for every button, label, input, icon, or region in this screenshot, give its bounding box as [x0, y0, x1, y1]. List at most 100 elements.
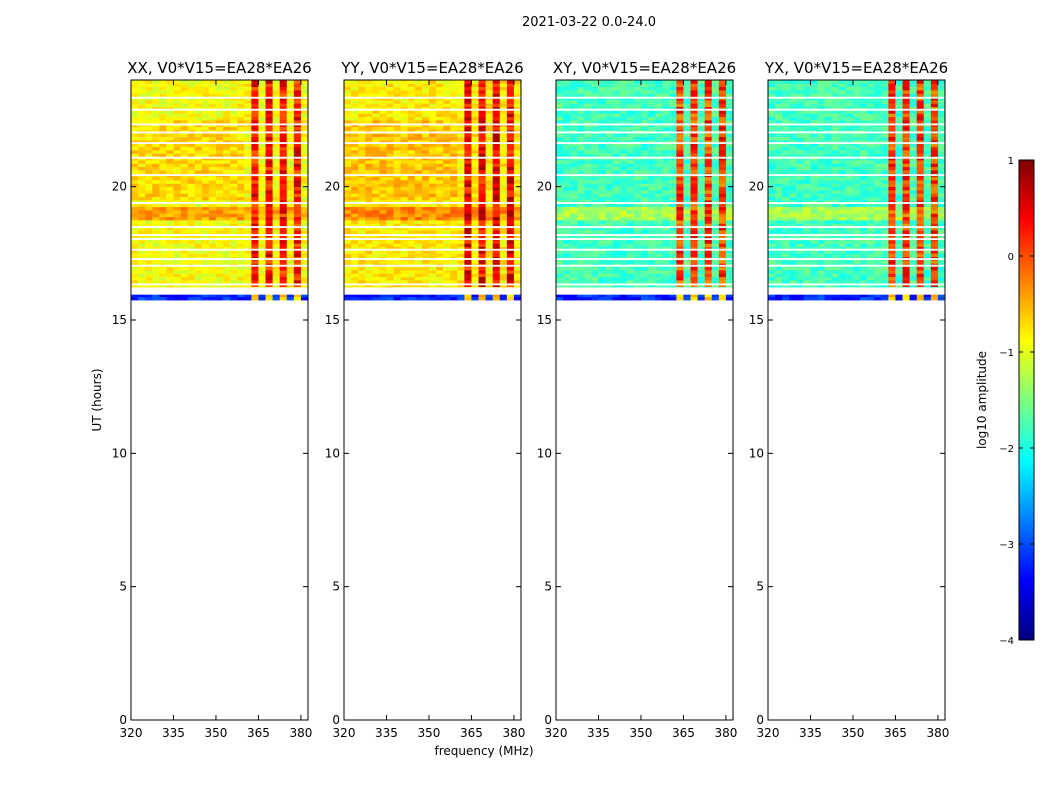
heatmap-cell	[251, 180, 259, 184]
heatmap-cell	[386, 276, 394, 281]
heatmap-cell	[237, 246, 245, 251]
heatmap-cell	[591, 243, 599, 248]
heatmap-cell	[428, 210, 437, 214]
heatmap-cell	[457, 103, 465, 108]
heatmap-cell	[428, 120, 437, 124]
heatmap-cell	[711, 206, 720, 211]
heatmap-cell	[258, 220, 266, 224]
heatmap-cell	[457, 190, 465, 194]
heatmap-cell	[393, 280, 402, 284]
heatmap-cell	[464, 103, 472, 108]
heatmap-cell	[180, 170, 189, 174]
heatmap-cell	[145, 270, 153, 274]
heatmap-cell	[584, 190, 592, 194]
heatmap-cell	[485, 240, 494, 244]
heatmap-cell	[215, 166, 224, 171]
heatmap-cell	[173, 170, 181, 174]
heatmap-cell	[683, 273, 691, 278]
heatmap-cell	[180, 103, 189, 108]
heatmap-cell	[414, 216, 423, 221]
heatmap-cell	[492, 143, 501, 148]
heatmap-cell	[577, 266, 585, 271]
heatmap-cell	[300, 203, 309, 208]
heatmap-cell	[605, 180, 614, 184]
heatmap-cell	[215, 90, 224, 94]
heatmap-cell	[619, 163, 628, 168]
heatmap-cell	[351, 133, 359, 138]
heatmap-cell	[464, 260, 472, 264]
heatmap-cell	[258, 153, 266, 158]
heatmap-cell	[372, 273, 380, 278]
heatmap-cell	[187, 266, 196, 271]
heatmap-cell	[626, 296, 635, 301]
heatmap-cell	[379, 176, 387, 181]
heatmap-cell	[478, 143, 486, 148]
heatmap-cell	[506, 280, 515, 284]
heatmap-cell	[400, 203, 409, 208]
heatmap-cell	[563, 136, 571, 141]
heatmap-cell	[485, 113, 494, 118]
heatmap-cell	[626, 203, 635, 208]
heatmap-cell	[619, 186, 628, 191]
heatmap-cell	[655, 163, 663, 168]
heatmap-cell	[662, 90, 670, 94]
heatmap-cell	[421, 113, 430, 118]
heatmap-cell	[393, 133, 402, 138]
heatmap-cell	[244, 113, 252, 118]
heatmap-cell	[272, 160, 281, 164]
heatmap-cell	[655, 240, 663, 244]
heatmap-cell	[506, 273, 515, 278]
heatmap-cell	[300, 150, 309, 154]
heatmap-cell	[676, 186, 684, 191]
heatmap-cell	[237, 160, 245, 164]
heatmap-cell	[471, 223, 479, 228]
heatmap-cell	[619, 253, 628, 258]
heatmap-cell	[584, 220, 592, 224]
heatmap-cell	[563, 120, 571, 124]
heatmap-cell	[633, 260, 642, 264]
heatmap-cell	[414, 100, 423, 104]
heatmap-cell	[237, 223, 245, 228]
heatmap-cell	[272, 166, 281, 171]
heatmap-cell	[648, 100, 656, 104]
heatmap-cell	[563, 180, 571, 184]
y-tick-label: 15	[325, 313, 340, 327]
heatmap-cell	[683, 126, 691, 131]
heatmap-cell	[577, 223, 585, 228]
heatmap-cell	[591, 273, 599, 278]
heatmap-cell	[711, 276, 720, 281]
heatmap-cell	[244, 80, 252, 84]
heatmap-cell	[471, 296, 479, 301]
heatmap-cell	[379, 193, 387, 198]
heatmap-cell	[718, 126, 727, 131]
heatmap-cell	[421, 150, 430, 154]
heatmap-cell	[648, 116, 656, 121]
heatmap-cell	[584, 200, 592, 204]
heatmap-cell	[499, 153, 508, 158]
heatmap-cell	[612, 226, 621, 231]
heatmap-cell	[279, 160, 288, 164]
heatmap-cell	[655, 120, 663, 124]
heatmap-cell	[633, 210, 642, 214]
heatmap-cell	[138, 250, 146, 254]
heatmap-cell	[173, 296, 181, 301]
heatmap-cell	[393, 180, 402, 184]
heatmap-cell	[187, 250, 196, 254]
heatmap-cell	[265, 216, 273, 221]
heatmap-cell	[577, 216, 585, 221]
heatmap-cell	[598, 280, 606, 284]
heatmap-cell	[704, 116, 713, 121]
heatmap-cell	[173, 186, 181, 191]
heatmap-cell	[201, 213, 210, 218]
heatmap-cell	[443, 240, 451, 244]
heatmap-cell	[400, 160, 409, 164]
heatmap-cell	[485, 86, 494, 91]
heatmap-cell	[265, 90, 273, 94]
heatmap-cell	[598, 176, 606, 181]
heatmap-cell	[648, 226, 656, 231]
heatmap-cell	[201, 273, 210, 278]
heatmap-cell	[591, 200, 599, 204]
heatmap-cell	[258, 273, 266, 278]
heatmap-cell	[690, 150, 698, 154]
